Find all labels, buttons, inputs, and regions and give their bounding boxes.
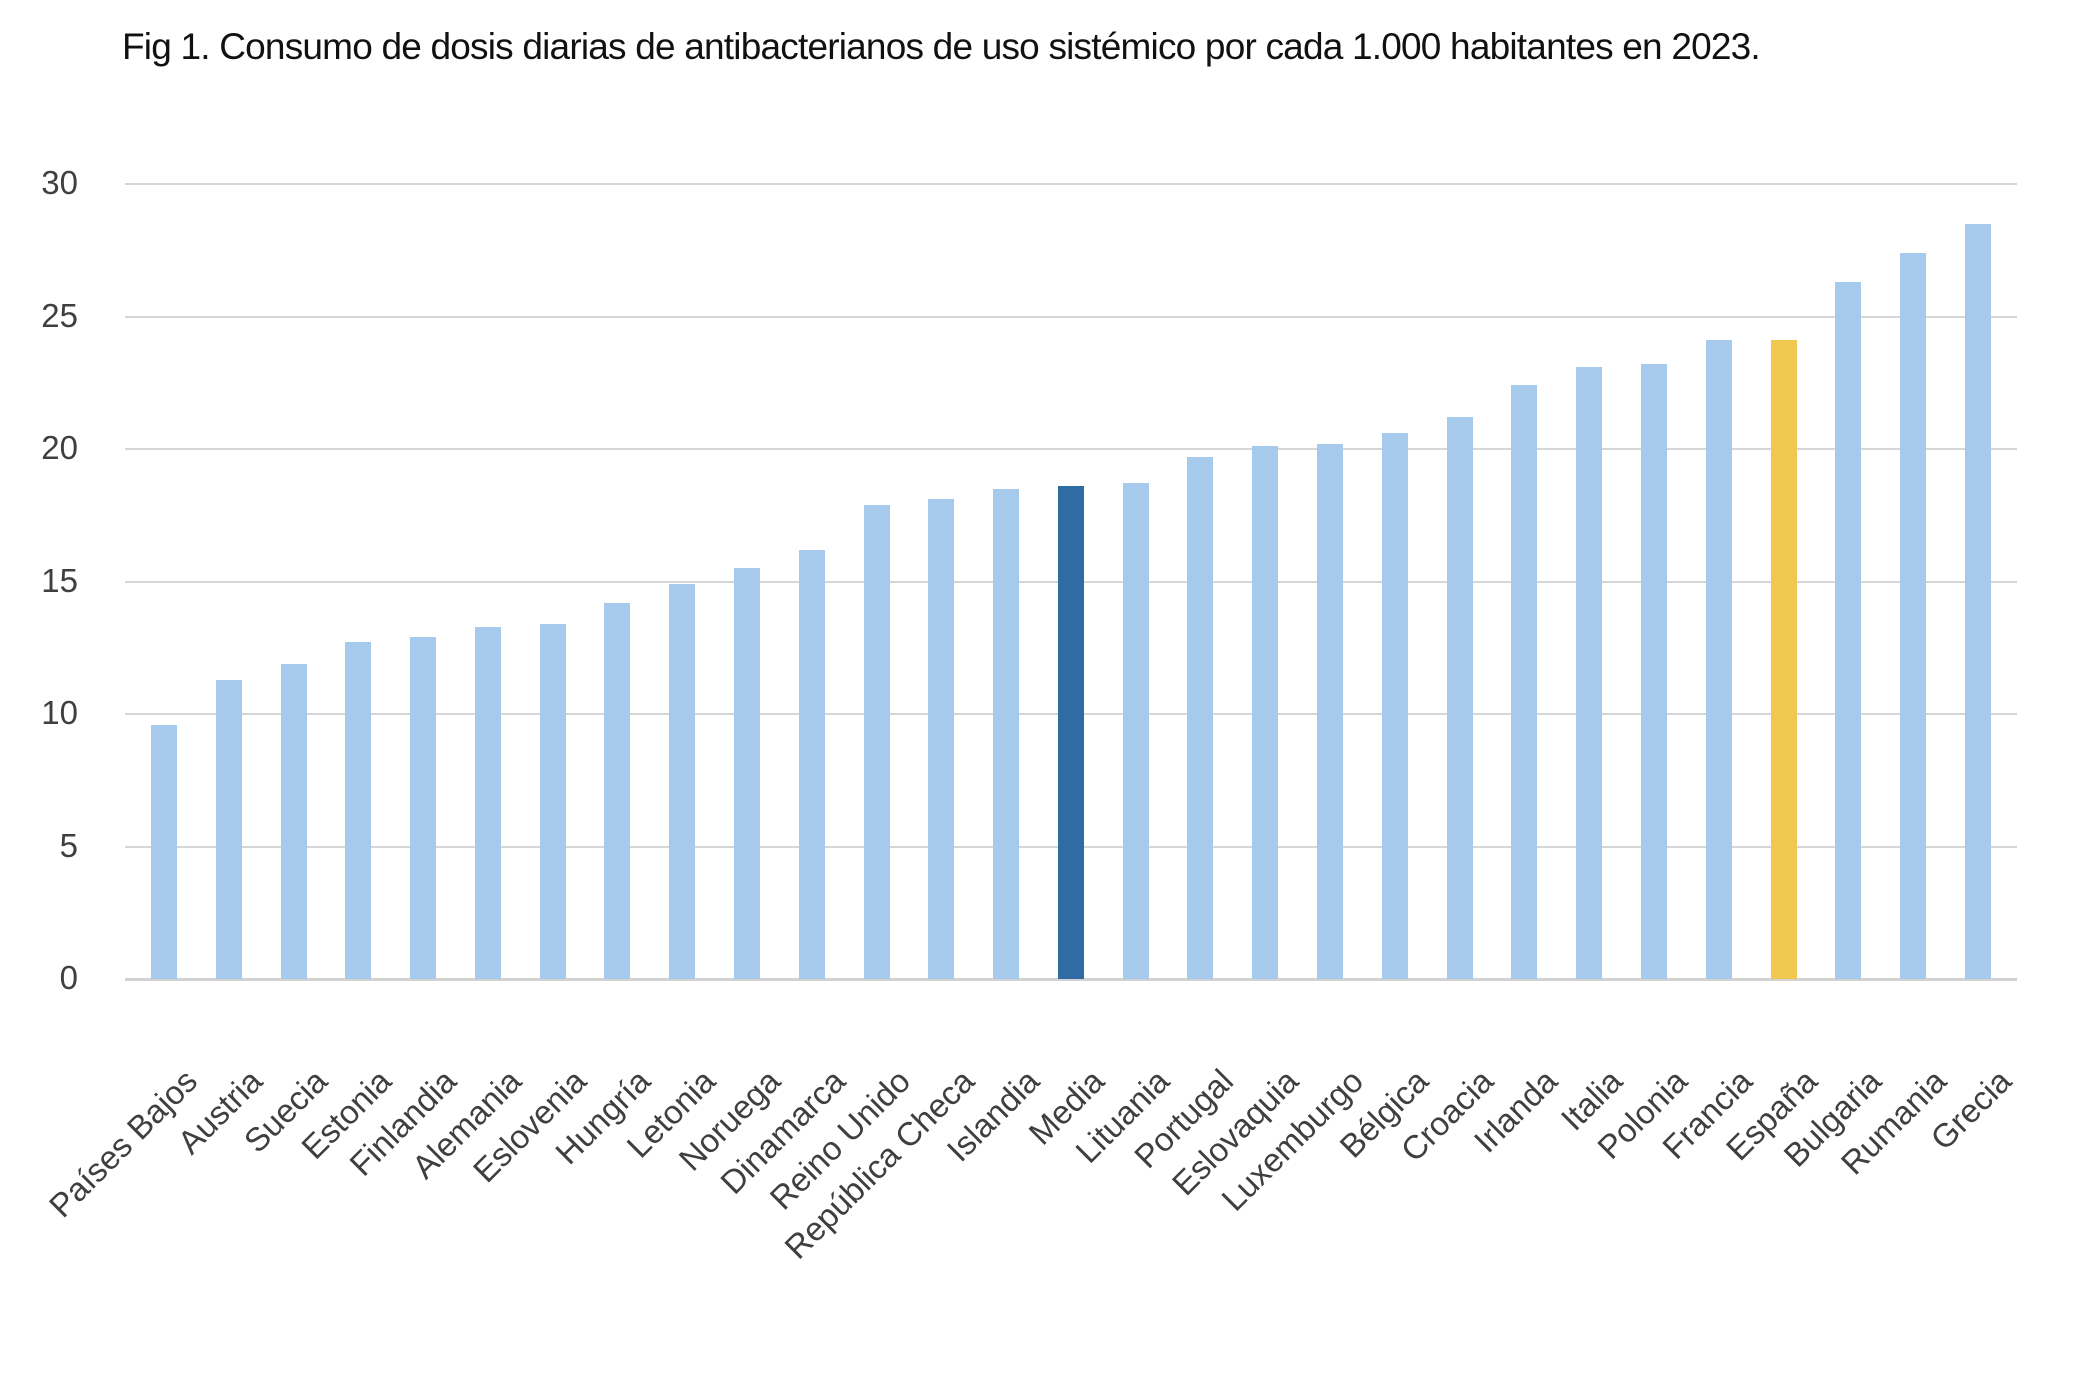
bar-polonia [1640, 364, 1667, 979]
bar-republica-checa [928, 499, 955, 979]
bar-suecia [280, 663, 307, 979]
bar-rumania [1900, 252, 1927, 979]
bar-finlandia [410, 637, 437, 979]
bar-espana [1770, 340, 1797, 979]
bar-lituania [1122, 483, 1149, 979]
gridline-y-0 [125, 978, 2017, 981]
bar-italia [1576, 366, 1603, 979]
bar-estonia [345, 642, 372, 979]
bar-reino-unido [863, 504, 890, 979]
bar-hungria [604, 602, 631, 979]
bar-austria [215, 679, 242, 979]
gridline-y-25 [125, 315, 2017, 318]
bar-alemania [474, 626, 501, 979]
bar-croacia [1446, 417, 1473, 979]
y-axis-tick-15: 15 [41, 561, 78, 599]
bar-luxemburgo [1317, 443, 1344, 979]
bar-dinamarca [798, 549, 825, 979]
plot-area: 0 5 10 15 20 25 30 Países Bajos Austria Suecia Est… [41, 164, 2018, 1266]
chart-title: Fig 1. Consumo de dosis diarias de antib… [122, 26, 1761, 67]
bar-francia [1705, 340, 1732, 979]
y-axis-tick-5: 5 [59, 826, 78, 864]
y-axis-tick-30: 30 [41, 164, 78, 202]
bar-eslovenia [539, 623, 566, 979]
bar-noruega [734, 568, 761, 979]
gridline-y-30 [125, 183, 2017, 185]
y-axis-tick-10: 10 [41, 694, 78, 732]
bar-belgica [1381, 433, 1408, 979]
gridline-y-20 [125, 448, 2017, 450]
page: { "chart_data": { "type": "bar", "title"… [41, 26, 2018, 1266]
bar-paises-bajos [151, 724, 177, 979]
y-axis-tick-25: 25 [41, 296, 78, 334]
bar-islandia [993, 488, 1020, 979]
bar-media [1057, 486, 1084, 979]
bar-portugal [1187, 456, 1214, 979]
bar-letonia [669, 584, 696, 979]
bar-eslovaquia [1252, 446, 1279, 979]
bar-grecia [1964, 223, 1991, 979]
y-axis-tick-20: 20 [41, 429, 78, 467]
y-axis-tick-0: 0 [59, 959, 78, 997]
bar-bulgaria [1835, 282, 1862, 979]
bar-irlanda [1511, 385, 1538, 979]
